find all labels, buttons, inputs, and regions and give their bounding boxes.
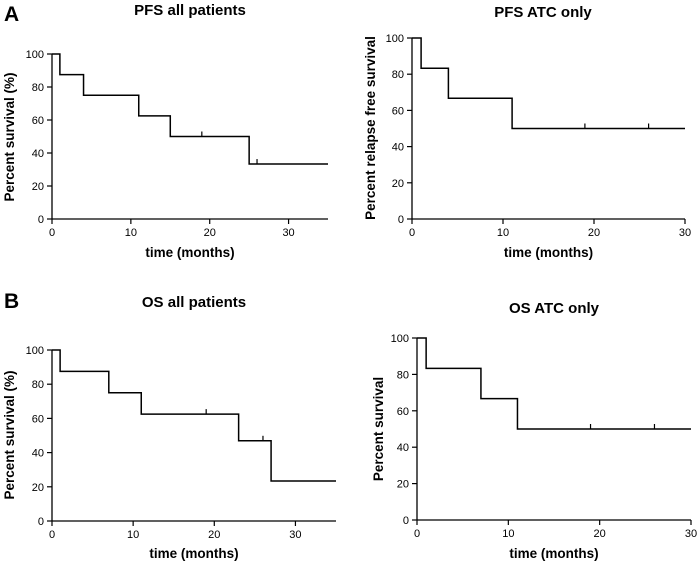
y-tick-label: 20 [32, 482, 44, 494]
y-tick-label: 20 [32, 181, 44, 193]
survival-curve [417, 337, 691, 430]
x-tick-label: 10 [497, 227, 509, 239]
chart-title: PFS all patients [134, 2, 246, 19]
chart-title: OS all patients [142, 294, 246, 311]
survival-curve [52, 53, 328, 165]
x-tick-label: 30 [289, 529, 301, 541]
x-axis-label: time (months) [145, 245, 234, 260]
x-tick-label: 30 [685, 528, 697, 540]
y-tick-label: 60 [32, 413, 44, 425]
y-axis-label: Percent survival [371, 377, 386, 481]
x-axis-label: time (months) [149, 546, 238, 561]
y-axis-label: Percent survival (%) [2, 370, 17, 499]
x-axis-label: time (months) [509, 546, 598, 561]
y-tick-label: 60 [32, 115, 44, 127]
panel-letter-b: B [4, 290, 19, 313]
y-tick-label: 100 [386, 33, 404, 45]
y-tick-label: 60 [397, 406, 409, 418]
x-tick-label: 20 [204, 227, 216, 239]
y-tick-label: 0 [38, 516, 44, 528]
x-tick-label: 10 [127, 529, 139, 541]
x-tick-label: 0 [49, 529, 55, 541]
y-tick-label: 20 [392, 178, 404, 190]
y-tick-label: 40 [32, 448, 44, 460]
y-tick-label: 20 [397, 479, 409, 491]
y-tick-label: 60 [392, 105, 404, 117]
chart-1: PFS all patients 0 20 40 60 80 100 0 10 20 30 time … [2, 2, 328, 260]
chart-title: PFS ATC only [494, 4, 592, 21]
y-tick-label: 100 [391, 333, 409, 345]
survival-curve [412, 37, 685, 130]
chart-2: PFS ATC only 0 20 40 60 80 100 0 10 20 30 time (mon… [363, 4, 691, 260]
y-tick-label: 40 [397, 442, 409, 454]
x-tick-label: 30 [282, 227, 294, 239]
y-tick-label: 80 [397, 369, 409, 381]
y-tick-label: 100 [26, 345, 44, 357]
survival-curve [52, 349, 336, 482]
x-tick-label: 30 [679, 227, 691, 239]
chart-4: OS ATC only 0 20 40 60 80 100 0 10 20 30 time (mont… [371, 300, 697, 561]
y-tick-label: 80 [32, 379, 44, 391]
x-tick-label: 20 [588, 227, 600, 239]
y-tick-label: 100 [26, 49, 44, 61]
y-axis-label: Percent survival (%) [2, 72, 17, 201]
y-tick-label: 40 [32, 148, 44, 160]
x-tick-label: 0 [414, 528, 420, 540]
x-axis-label: time (months) [504, 245, 593, 260]
y-tick-label: 80 [32, 82, 44, 94]
x-tick-label: 10 [502, 528, 514, 540]
y-tick-label: 0 [403, 515, 409, 527]
x-tick-label: 0 [49, 227, 55, 239]
y-axis-label: Percent relapse free survival [363, 36, 378, 220]
y-tick-label: 40 [392, 142, 404, 154]
x-tick-label: 20 [594, 528, 606, 540]
panel-letter-a: A [4, 3, 19, 26]
chart-title: OS ATC only [509, 300, 600, 317]
x-tick-label: 10 [125, 227, 137, 239]
x-tick-label: 0 [409, 227, 415, 239]
y-tick-label: 0 [398, 214, 404, 226]
x-tick-label: 20 [208, 529, 220, 541]
chart-3: OS all patients 0 20 40 60 80 100 0 10 20 30 time (… [2, 294, 336, 561]
y-tick-label: 80 [392, 69, 404, 81]
y-tick-label: 0 [38, 214, 44, 226]
